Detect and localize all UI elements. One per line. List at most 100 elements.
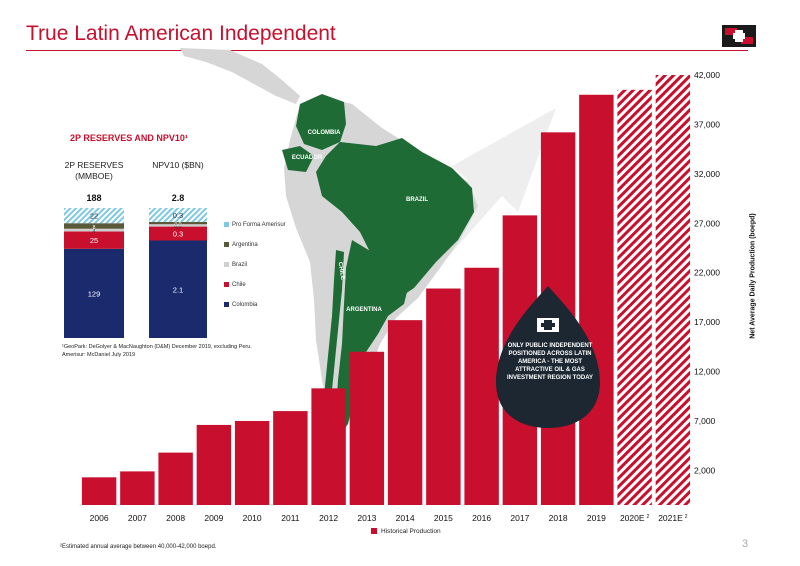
stack-value-label: 25 [90, 236, 98, 245]
legend-label: Brazil [232, 262, 248, 269]
x-tick-label: 2019 [587, 513, 606, 523]
legend-swatch [224, 242, 229, 247]
production-bar-2014 [387, 320, 423, 505]
stack-value-label: 0.3 [173, 211, 183, 220]
x-tick-label: 2017 [510, 513, 529, 523]
stack-segment-chile [149, 226, 207, 241]
x-tick-label: 2018 [549, 513, 568, 523]
npv-column-header: NPV10 ($BN) [152, 160, 204, 170]
stack-segment-brazil [64, 228, 124, 232]
geopark-logo-icon [722, 25, 756, 47]
y-tick-label: 42,000 [694, 70, 720, 80]
x-tick-label: 2011 [281, 513, 300, 523]
colombia-shape [296, 94, 346, 150]
production-bar-2007 [120, 471, 155, 505]
legend-label: Chile [232, 282, 246, 289]
npv-total: 2.8 [171, 193, 185, 203]
stack-value-label: 8 [93, 225, 96, 231]
x-tick-label: 2012 [319, 513, 338, 523]
x-tick-label: 2006 [90, 513, 109, 523]
south-america-map [180, 48, 556, 432]
historical-swatch [371, 528, 377, 535]
stack-segment-chile [64, 231, 124, 249]
production-bar-2013 [349, 351, 385, 505]
production-bar-2021E [655, 75, 691, 505]
production-bar-2012 [311, 388, 346, 505]
production-bar-2009 [196, 424, 232, 505]
stack-segment-argentina [149, 221, 207, 225]
stack-value-label: 2.1 [173, 285, 183, 294]
legend-colombia: Colombia [224, 302, 257, 308]
y-tick-label: 12,000 [694, 367, 720, 377]
legend-chile: Chile [224, 282, 246, 288]
country-label-ecuador: ECUADOR [291, 155, 323, 161]
x-tick-label: 2014 [396, 513, 415, 523]
title-divider [26, 50, 748, 51]
x-tick-label: 2008 [166, 513, 185, 523]
legend-label: Colombia [232, 302, 258, 309]
stack-value-label: 4 [93, 229, 96, 235]
production-legend: Historical Production [371, 528, 441, 535]
production-bar-2011 [273, 411, 308, 505]
reserves-title: 2P RESERVES AND NPV10¹ [70, 133, 188, 143]
ecuador-shape [282, 146, 314, 172]
country-label-colombia: COLOMBIA [307, 130, 341, 136]
reserves-footnote: ¹GeoPark: DeGolyer & MacNaughton (D&M) D… [62, 344, 252, 358]
legend-label: Argentina [232, 242, 258, 249]
stack-value-label: 0.0 [175, 224, 182, 230]
production-bar-2006 [81, 477, 117, 505]
x-tick-label: 2009 [204, 513, 223, 523]
y-tick-label: 2,000 [694, 465, 716, 475]
y-tick-label: 17,000 [694, 317, 720, 327]
legend-swatch [224, 262, 229, 267]
central-america-shape [180, 48, 300, 104]
page-title: True Latin American Independent [26, 22, 336, 45]
stack-value-label: 22 [90, 212, 98, 221]
stack-value-label: 129 [88, 289, 101, 298]
stack-segment-brazil [149, 224, 207, 227]
production-bar-2020E [617, 89, 652, 506]
drop-logo-icon [537, 318, 559, 332]
x-tick-superscript: 2 [647, 514, 650, 520]
legend-argentina: Argentina [224, 242, 258, 248]
production-bar-2019 [579, 94, 614, 506]
x-tick-superscript: 2 [685, 514, 688, 520]
legend-pro-forma: Pro Forma Amerisur [224, 222, 286, 228]
y-axis-labels: 2,000 7,000 12,000 17,000 22,000 27,000 32,000… [694, 70, 720, 475]
x-tick-label: 2015 [434, 513, 453, 523]
legend-label: Pro Forma Amerisur [232, 222, 286, 229]
y-tick-label: 7,000 [694, 416, 716, 426]
legend-swatch [224, 222, 229, 227]
x-tick-label: 2007 [128, 513, 147, 523]
stack-segment-colombia [149, 240, 207, 338]
country-label-argentina: ARGENTINA [346, 307, 382, 313]
y-tick-label: 37,000 [694, 119, 720, 129]
bars-layer [81, 75, 691, 506]
legend-swatch [224, 282, 229, 287]
x-tick-label: 2021E 2 [658, 513, 688, 523]
bottom-footnote: ²Estimated annual average between 40,000… [60, 544, 217, 550]
stack-segment-pro-forma-amerisur [149, 208, 207, 222]
x-tick-label: 2010 [243, 513, 262, 523]
historical-legend-label: Historical Production [381, 528, 441, 535]
x-tick-label: 2020E 2 [620, 513, 650, 523]
stack-segment-argentina [64, 223, 124, 229]
x-tick-label: 2016 [472, 513, 491, 523]
chile-shape [322, 250, 344, 430]
reserves-column-header: 2P RESERVES (MMBOE) [64, 160, 124, 181]
brazil-shape [316, 138, 474, 300]
investment-drop-shape [496, 286, 600, 428]
production-bar-2015 [426, 288, 461, 505]
legend-brazil: Brazil [224, 262, 247, 268]
reserves-total: 188 [86, 193, 102, 203]
x-tick-label: 2013 [357, 513, 376, 523]
production-bar-2010 [234, 420, 270, 505]
y-axis-title: Net Average Daily Production (boepd) [749, 213, 757, 339]
y-tick-label: 22,000 [694, 268, 720, 278]
investment-callout-text: ONLY PUBLIC INDEPENDENT POSITIONED ACROS… [506, 343, 593, 381]
stack-segment-colombia [64, 248, 124, 338]
y-tick-label: 27,000 [694, 218, 720, 228]
x-axis-labels: 2006 2007 2008 2009 2010 2011 2012 2013 2014 2015… [90, 513, 688, 523]
